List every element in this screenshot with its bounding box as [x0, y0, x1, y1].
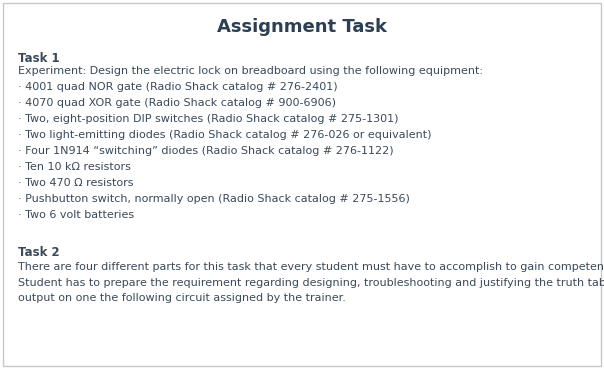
Text: Experiment: Design the electric lock on breadboard using the following equipment: Experiment: Design the electric lock on … — [18, 66, 483, 76]
Text: Task 1: Task 1 — [18, 52, 60, 65]
Text: · 4070 quad XOR gate (Radio Shack catalog # 900-6906): · 4070 quad XOR gate (Radio Shack catalo… — [18, 98, 336, 108]
Text: · Pushbutton switch, normally open (Radio Shack catalog # 275-1556): · Pushbutton switch, normally open (Radi… — [18, 194, 410, 204]
Text: · Two 6 volt batteries: · Two 6 volt batteries — [18, 210, 134, 220]
Text: Task 2: Task 2 — [18, 246, 60, 259]
Text: · Four 1N914 “switching” diodes (Radio Shack catalog # 276-1122): · Four 1N914 “switching” diodes (Radio S… — [18, 146, 394, 156]
Text: · Two, eight-position DIP switches (Radio Shack catalog # 275-1301): · Two, eight-position DIP switches (Radi… — [18, 114, 399, 124]
Text: Assignment Task: Assignment Task — [217, 18, 387, 36]
Text: · Two 470 Ω resistors: · Two 470 Ω resistors — [18, 178, 133, 188]
Text: There are four different parts for this task that every student must have to acc: There are four different parts for this … — [18, 262, 604, 272]
FancyBboxPatch shape — [3, 3, 601, 366]
Text: · 4001 quad NOR gate (Radio Shack catalog # 276-2401): · 4001 quad NOR gate (Radio Shack catalo… — [18, 82, 338, 92]
Text: · Ten 10 kΩ resistors: · Ten 10 kΩ resistors — [18, 162, 131, 172]
Text: Student has to prepare the requirement regarding designing, troubleshooting and : Student has to prepare the requirement r… — [18, 278, 604, 303]
Text: · Two light-emitting diodes (Radio Shack catalog # 276-026 or equivalent): · Two light-emitting diodes (Radio Shack… — [18, 130, 431, 140]
